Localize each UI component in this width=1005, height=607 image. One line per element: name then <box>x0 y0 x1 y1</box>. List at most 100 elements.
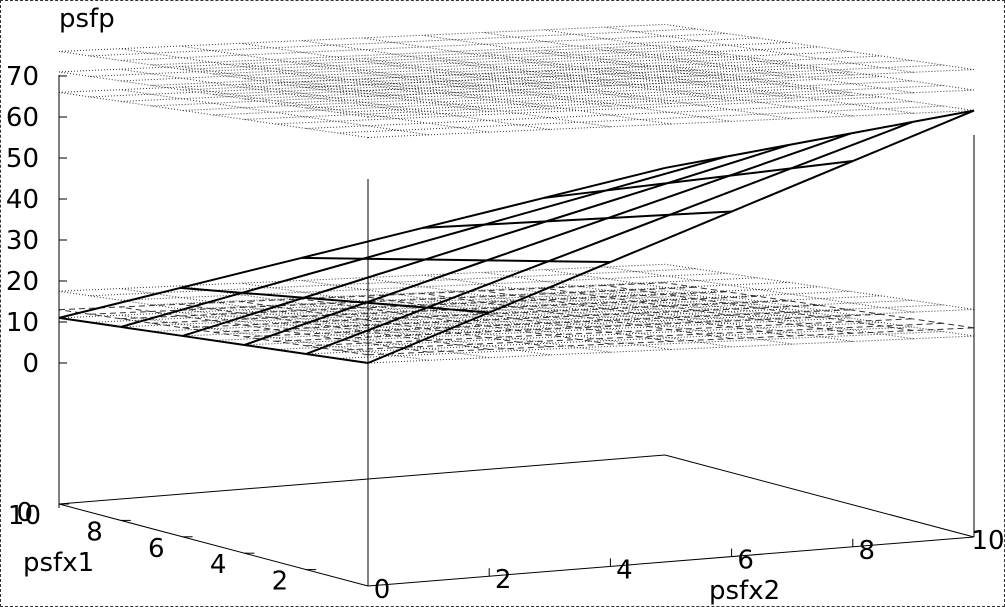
surface-line <box>545 182 668 223</box>
reference-plane-line <box>89 268 696 297</box>
reference-plane-line <box>361 37 672 84</box>
surface-line <box>365 301 428 309</box>
surface-line <box>179 256 302 289</box>
reference-plane-line <box>301 81 611 128</box>
reference-plane-line <box>182 82 789 111</box>
surface-mesh <box>58 109 975 364</box>
reference-plane-line <box>151 303 758 332</box>
z-tick-label: 50 <box>6 144 39 174</box>
y-tick-label: 0 <box>374 575 391 605</box>
surface-line <box>726 144 789 158</box>
surface-line <box>548 260 611 264</box>
reference-plane-line <box>422 34 732 81</box>
reference-plane-line <box>180 312 490 359</box>
reference-plane-line <box>306 80 913 109</box>
reference-planes <box>58 23 975 364</box>
reference-plane-line <box>240 42 550 89</box>
surface-line <box>729 167 792 177</box>
surface-line <box>362 223 485 260</box>
reference-plane-line <box>244 71 851 100</box>
x-tick-label: 6 <box>148 534 165 564</box>
reference-plane-line <box>58 23 666 52</box>
reference-plane-line <box>337 105 944 134</box>
reference-plane-line <box>361 78 672 125</box>
reference-plane-line <box>89 286 696 315</box>
reference-plane-line <box>58 64 666 93</box>
reference-plane-line <box>120 32 727 61</box>
reference-plane-line <box>244 51 851 79</box>
reference-plane-line <box>422 301 732 348</box>
surface-line <box>728 132 851 177</box>
reference-plane-line <box>483 73 793 120</box>
reference-plane-line <box>244 92 851 120</box>
reference-plane-line <box>89 48 696 77</box>
reference-plane-line <box>543 295 853 342</box>
y-tick-label: 2 <box>495 565 512 595</box>
surface-line <box>669 210 732 216</box>
reference-plane-line <box>306 326 913 355</box>
surface-line <box>301 226 423 259</box>
reference-plane-line <box>301 306 611 353</box>
surface-line <box>244 343 307 355</box>
reference-plane-line <box>180 285 490 332</box>
reference-plane-line <box>604 67 914 114</box>
surface-line <box>605 155 728 192</box>
reference-plane-line <box>664 23 975 71</box>
surface-line <box>241 291 304 299</box>
surface-line <box>484 189 606 226</box>
z-tick-label: 0 <box>22 349 39 379</box>
y-tick-label: 8 <box>859 536 876 566</box>
reference-plane-line <box>337 85 944 113</box>
reference-plane-line <box>301 279 611 327</box>
reference-plane-line <box>543 287 853 334</box>
surface-line <box>667 174 730 185</box>
surface-line <box>543 166 666 199</box>
reference-plane-line <box>422 75 732 122</box>
surface-line <box>427 260 549 309</box>
reference-plane-line <box>240 83 550 130</box>
reference-plane-line <box>604 284 914 332</box>
surface-line <box>610 210 732 263</box>
reference-plane-line <box>58 282 666 311</box>
x-tick-label: 10 <box>8 501 41 531</box>
reference-plane-line <box>151 78 758 107</box>
reference-plane-line <box>89 69 696 98</box>
surface-line <box>363 257 426 261</box>
reference-plane-line <box>120 73 727 102</box>
z-axis-label: psfp <box>59 4 115 34</box>
base-edge <box>58 503 369 587</box>
reference-plane-line <box>120 291 727 320</box>
reference-plane-line <box>240 63 550 110</box>
surface-line <box>244 301 366 346</box>
base-edge <box>664 454 975 538</box>
reference-plane-line <box>664 263 975 310</box>
z-tick-label: 60 <box>6 103 39 133</box>
reference-plane-line <box>422 274 732 321</box>
x-tick-label: 8 <box>86 517 103 547</box>
surface-line <box>664 155 727 169</box>
reference-plane-line <box>361 57 672 105</box>
reference-plane-line <box>120 299 727 328</box>
surface-line <box>850 121 913 135</box>
surface-line <box>790 121 913 170</box>
surface-line <box>667 144 789 185</box>
reference-plane-line <box>240 309 550 356</box>
surface-line <box>488 261 611 314</box>
reference-plane-line <box>543 70 853 117</box>
reference-plane-line <box>119 306 429 353</box>
reference-plane-line <box>361 303 672 351</box>
surface-line <box>58 286 181 319</box>
reference-plane-line <box>543 29 853 76</box>
reference-plane-line <box>151 57 758 86</box>
reference-plane-line <box>182 62 789 91</box>
reference-plane-line <box>182 41 789 70</box>
reference-plane-line <box>180 45 490 92</box>
reference-plane-line <box>58 44 666 73</box>
reference-plane-line <box>604 26 914 73</box>
surface-line <box>427 306 490 314</box>
surface-line <box>790 160 853 170</box>
reference-plane-line <box>301 60 611 107</box>
surface-line <box>58 316 121 328</box>
